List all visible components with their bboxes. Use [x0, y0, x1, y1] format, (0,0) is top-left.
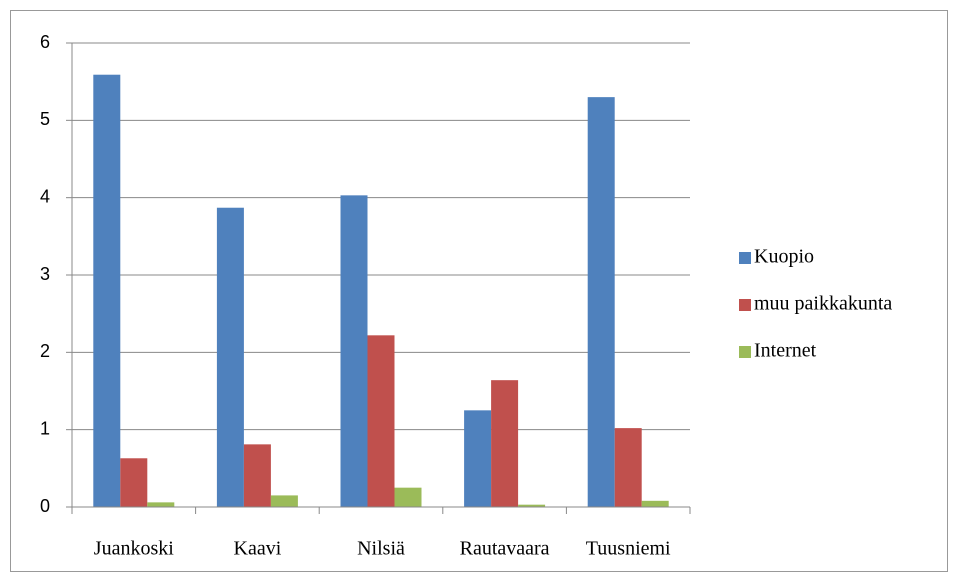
- bar: [491, 380, 519, 507]
- x-tick-label: Tuusniemi: [586, 538, 671, 560]
- legend-label: Internet: [754, 340, 817, 362]
- bar: [518, 504, 546, 507]
- legend-swatch: [739, 252, 751, 264]
- y-tick-label: 2: [40, 341, 50, 361]
- bar: [147, 502, 175, 507]
- bar: [464, 410, 492, 507]
- legend-swatch: [739, 299, 751, 311]
- y-tick-label: 3: [40, 264, 50, 284]
- y-tick-label: 4: [40, 186, 50, 206]
- x-tick-label: Nilsiä: [357, 538, 405, 560]
- bar: [587, 97, 615, 507]
- bar: [614, 428, 642, 507]
- legend-label: Kuopio: [754, 246, 814, 268]
- bar: [93, 74, 121, 507]
- bar: [641, 500, 669, 507]
- bar: [340, 195, 368, 507]
- x-tick-label: Juankoski: [94, 538, 174, 560]
- y-tick-label: 1: [40, 418, 50, 438]
- bar: [243, 444, 271, 507]
- bar: [394, 487, 422, 507]
- bar: [367, 335, 395, 507]
- bar: [216, 207, 244, 507]
- legend-label: muu paikkakunta: [754, 293, 892, 315]
- x-tick-label: Kaavi: [234, 538, 282, 560]
- y-tick-label: 0: [40, 496, 50, 516]
- y-tick-label: 6: [40, 32, 50, 52]
- bar: [120, 458, 148, 507]
- y-tick-label: 5: [40, 109, 50, 129]
- legend-swatch: [739, 346, 751, 358]
- x-tick-label: Rautavaara: [460, 538, 550, 560]
- bar: [270, 495, 298, 507]
